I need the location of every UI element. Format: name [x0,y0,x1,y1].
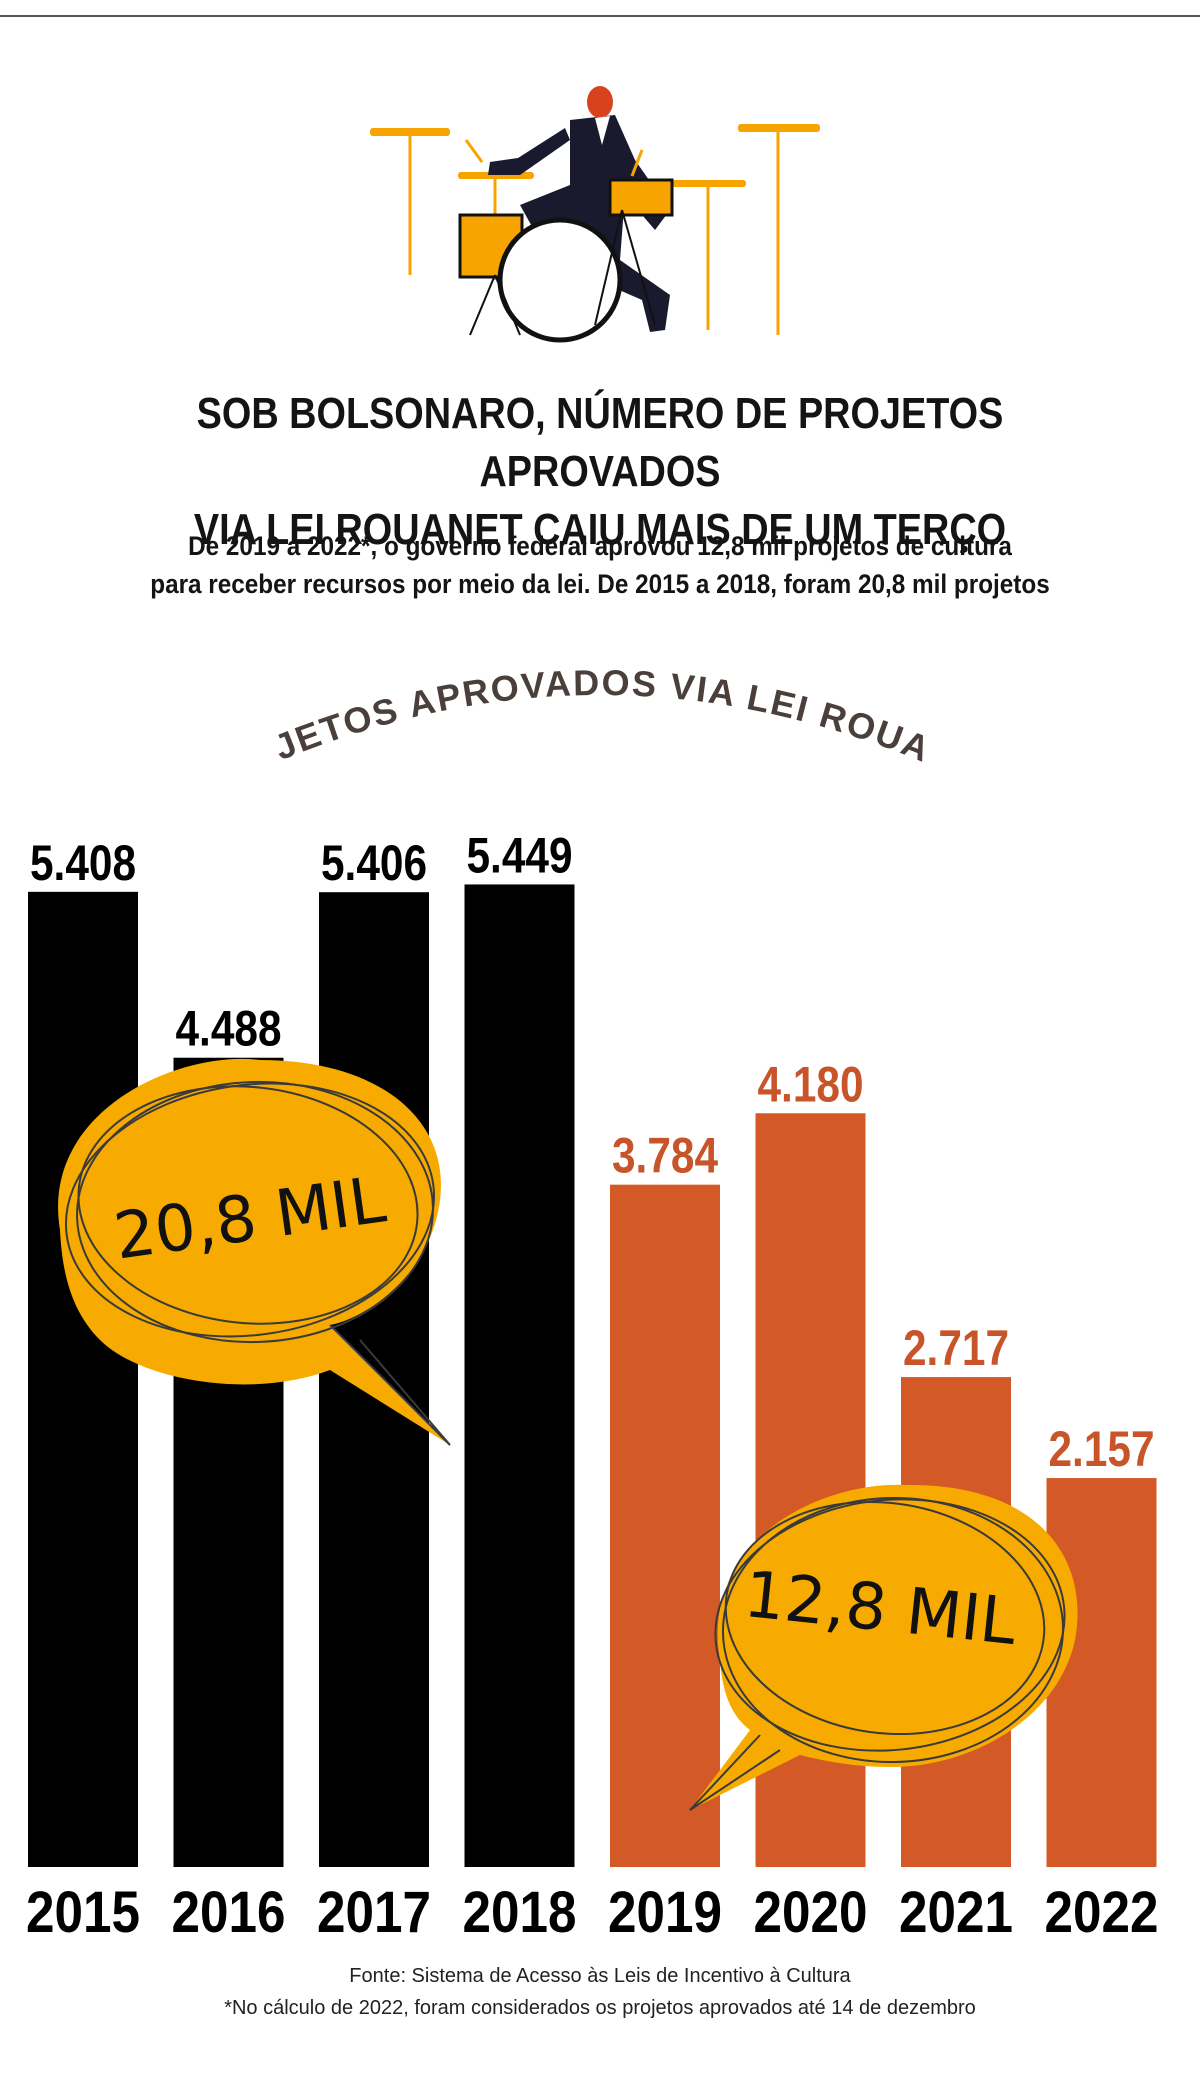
chart-title: PROJETOS APROVADOS VIA LEI ROUANET [230,630,935,770]
subtitle-line-2: para receber recursos por meio da lei. D… [150,569,1050,599]
footer: Fonte: Sistema de Acesso às Leis de Ince… [0,1960,1200,2024]
value-label-2019: 3.784 [612,1128,718,1184]
bar-2019 [610,1184,720,1867]
bar-chart: 5.408 2015 4.488 2016 5.406 2017 5.449 2018 3.78… [26,827,1159,1945]
drummer-illustration [370,86,820,343]
category-label-2019: 2019 [608,1880,722,1945]
source-note: Fonte: Sistema de Acesso às Leis de Ince… [349,1965,851,1987]
annotation-bubble-before: 20,8 MIL [58,1058,451,1446]
annotation-bubble-after: 12,8 MIL [689,1484,1078,1811]
svg-text:PROJETOS APROVADOS VIA LEI ROU: PROJETOS APROVADOS VIA LEI ROUANET [230,630,937,770]
value-label-2016: 4.488 [176,1001,282,1057]
drummer-body [520,115,670,332]
cymbal-mid-right [672,180,746,330]
top-rule [0,15,1200,17]
bar-2015 [28,891,138,1867]
category-label-2017: 2017 [317,1880,431,1945]
page-title: SOB BOLSONARO, NÚMERO DE PROJETOS APROVA… [84,385,1116,559]
category-label-2016: 2016 [172,1880,286,1945]
category-label-2020: 2020 [754,1880,868,1945]
value-label-2015: 5.408 [30,835,136,891]
category-label-2015: 2015 [26,1880,140,1945]
value-label-2021: 2.717 [903,1320,1009,1376]
category-label-2018: 2018 [463,1880,577,1945]
page-subtitle: De 2019 a 2022*, o governo federal aprov… [60,527,1140,603]
bar-2022 [1046,1478,1157,1867]
value-label-2020: 4.180 [758,1056,864,1112]
category-label-2021: 2021 [899,1880,1013,1945]
tom-right [608,178,674,217]
subtitle-line-1: De 2019 a 2022*, o governo federal aprov… [188,531,1012,561]
footnote: *No cálculo de 2022, foram considerados … [224,1997,976,2019]
bar-2018 [464,884,575,1867]
category-label-2022: 2022 [1045,1880,1159,1945]
bass-drum [497,217,623,343]
value-label-2017: 5.406 [321,835,427,891]
drummer-head [587,86,613,118]
cymbal-left [370,128,450,275]
chart-title-arc: PROJETOS APROVADOS VIA LEI ROUANET [230,630,937,770]
drummer-arm [488,128,570,175]
value-label-2018: 5.449 [467,827,573,883]
title-line-1: SOB BOLSONARO, NÚMERO DE PROJETOS APROVA… [196,389,1004,496]
title-line-2: VIA LEI ROUANET CAIU MAIS DE UM TERÇO [193,505,1007,554]
value-label-2022: 2.157 [1049,1421,1155,1477]
drummer-shirt [595,116,610,145]
cymbal-right [738,124,820,335]
